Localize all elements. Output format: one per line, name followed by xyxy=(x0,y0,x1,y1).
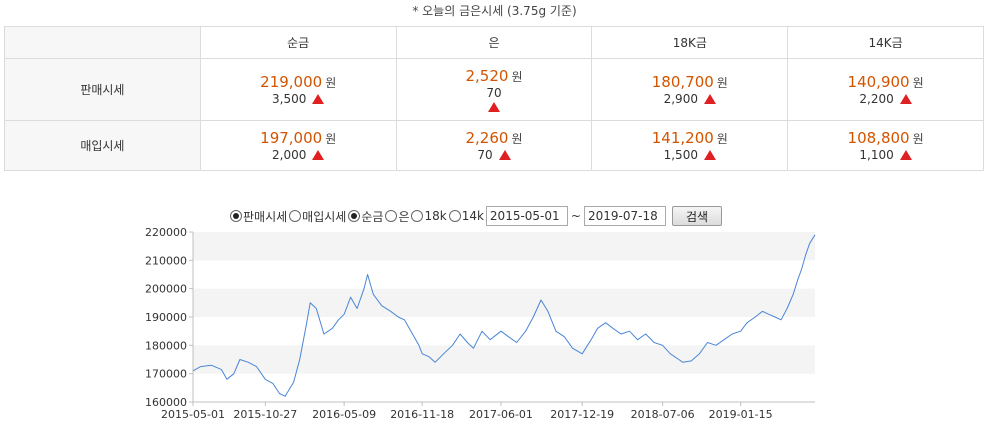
change-value: 3,500 xyxy=(272,91,307,106)
up-triangle-icon xyxy=(703,93,716,104)
price-unit: 원 xyxy=(511,69,523,84)
x-tick-label: 2018-07-06 xyxy=(631,408,695,421)
series-line xyxy=(192,234,816,397)
price-cell: 197,000 원 2,000 xyxy=(199,120,397,171)
up-triangle-icon xyxy=(703,149,716,160)
radio-pure-gold[interactable]: 순금 xyxy=(348,208,383,225)
up-triangle-icon xyxy=(312,149,325,160)
radio-dot[interactable] xyxy=(448,210,461,222)
up-triangle-icon xyxy=(312,93,325,104)
price-value: 197,000 xyxy=(260,128,323,147)
price-cell: 219,000 원 3,500 xyxy=(199,58,397,121)
radio-label: 판매시세 xyxy=(243,209,288,224)
price-table: 순금 은 18K금 14K금 판매시세 219,000 원 3,500 2,520… xyxy=(4,26,984,171)
x-tick-label: 2016-05-09 xyxy=(312,408,376,421)
change-value: 2,000 xyxy=(272,147,307,162)
radio-buy-price[interactable]: 매입시세 xyxy=(289,208,346,225)
radio-14k[interactable]: 14k xyxy=(448,209,484,223)
up-triangle-icon xyxy=(498,149,511,160)
change-value: 1,500 xyxy=(663,147,698,162)
table-corner xyxy=(4,26,201,59)
change-value: 2,200 xyxy=(859,91,894,106)
price-cell: 108,800 원 1,100 xyxy=(787,120,984,171)
column-header: 18K금 xyxy=(591,26,789,59)
change-value: 1,100 xyxy=(859,147,894,162)
change-value: 2,900 xyxy=(663,91,698,106)
end-date-input[interactable] xyxy=(583,206,666,226)
radio-dot[interactable] xyxy=(385,210,398,222)
radio-label: 순금 xyxy=(361,209,384,224)
up-triangle-icon xyxy=(899,93,912,104)
price-value: 219,000 xyxy=(260,72,323,91)
radio-silver[interactable]: 은 xyxy=(385,208,409,225)
price-chart: 160000 170000 180000 190000 200000 210000 2200… xyxy=(145,226,816,421)
grid-band xyxy=(193,288,815,317)
y-tick-label: 220000 xyxy=(145,226,187,239)
change-value: 70 xyxy=(477,147,493,162)
y-tick-label: 190000 xyxy=(145,311,187,324)
grid-band xyxy=(193,345,815,374)
radio-label: 14k xyxy=(461,209,484,223)
y-tick-label: 160000 xyxy=(145,396,187,409)
row-label: 매입시세 xyxy=(4,120,201,171)
page-title: * 오늘의 금은시세 (3.75g 기준) xyxy=(412,4,577,18)
price-unit: 원 xyxy=(511,131,523,146)
column-header: 14K금 xyxy=(787,26,984,59)
price-cell: 2,260 원 70 xyxy=(395,120,593,171)
change-value: 70 xyxy=(486,85,502,100)
price-unit: 원 xyxy=(716,131,728,146)
price-cell: 140,900 원 2,200 xyxy=(787,58,984,121)
y-tick-label: 170000 xyxy=(145,368,187,381)
radio-18k[interactable]: 18k xyxy=(411,209,447,223)
start-date-input[interactable] xyxy=(485,206,568,226)
price-value: 2,260 xyxy=(465,128,509,147)
price-value: 2,520 xyxy=(465,66,509,85)
radio-dot[interactable] xyxy=(348,210,361,222)
radio-dot[interactable] xyxy=(411,210,424,222)
price-unit: 원 xyxy=(325,75,337,90)
price-value: 140,900 xyxy=(847,72,910,91)
x-tick-label: 2015-10-27 xyxy=(233,408,297,421)
price-cell: 2,520 원 70 xyxy=(395,58,593,121)
price-unit: 원 xyxy=(325,131,337,146)
price-cell: 141,200 원 1,500 xyxy=(591,120,789,171)
x-tick-label: 2015-05-01 xyxy=(161,408,225,421)
x-tick-label: 2019-01-15 xyxy=(709,408,773,421)
price-value: 141,200 xyxy=(651,128,714,147)
up-triangle-icon xyxy=(899,149,912,160)
radio-label: 18k xyxy=(424,209,447,223)
price-value: 180,700 xyxy=(651,72,714,91)
table-row: 매입시세 197,000 원 2,000 2,260 원 70 141,200 원 1… xyxy=(4,120,984,171)
price-unit: 원 xyxy=(912,131,924,146)
radio-dot[interactable] xyxy=(230,210,242,222)
price-unit: 원 xyxy=(716,75,728,90)
column-header: 은 xyxy=(395,26,593,59)
radio-sale-price[interactable]: 판매시세 xyxy=(230,208,287,225)
up-triangle-icon xyxy=(487,101,500,112)
date-separator: ~ xyxy=(570,209,581,223)
search-button[interactable]: 검색 xyxy=(671,206,722,226)
x-tick-label: 2017-12-19 xyxy=(550,408,614,421)
price-cell: 180,700 원 2,900 xyxy=(591,58,789,121)
x-tick-label: 2017-06-01 xyxy=(469,408,533,421)
y-tick-label: 210000 xyxy=(145,254,187,267)
radio-dot[interactable] xyxy=(289,210,302,222)
row-label: 판매시세 xyxy=(4,58,201,121)
price-value: 108,800 xyxy=(847,128,910,147)
price-unit: 원 xyxy=(912,75,924,90)
x-tick-label: 2016-11-18 xyxy=(390,408,454,421)
radio-label: 은 xyxy=(398,209,410,224)
y-tick-label: 180000 xyxy=(145,339,187,352)
chart-controls: 판매시세 매입시세 순금 은 18k 14k ~ 검색 xyxy=(230,205,722,227)
table-row: 판매시세 219,000 원 3,500 2,520 원 70 180,700 원 2… xyxy=(4,58,984,121)
grid-band xyxy=(193,232,815,261)
radio-label: 매입시세 xyxy=(302,209,347,224)
column-header: 순금 xyxy=(199,26,397,59)
y-tick-label: 200000 xyxy=(145,283,187,296)
